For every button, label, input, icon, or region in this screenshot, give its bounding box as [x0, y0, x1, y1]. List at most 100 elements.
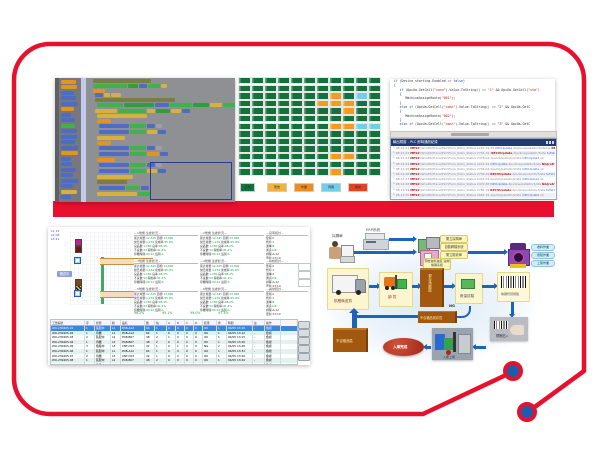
status-cell[interactable]	[355, 138, 368, 145]
status-cell[interactable]	[303, 77, 316, 84]
toolbox-block[interactable]	[61, 102, 78, 106]
toolbox-block[interactable]	[61, 179, 78, 183]
status-cell[interactable]	[329, 138, 342, 145]
status-cell[interactable]	[342, 85, 355, 92]
status-cell[interactable]	[264, 115, 277, 122]
status-cell[interactable]	[316, 153, 329, 160]
status-cell[interactable]	[238, 153, 251, 160]
status-cell[interactable]	[264, 161, 277, 168]
status-cell[interactable]	[316, 107, 329, 114]
status-cell[interactable]	[342, 123, 355, 130]
status-cell[interactable]	[238, 130, 251, 137]
status-cell[interactable]	[251, 145, 264, 152]
status-cell[interactable]	[277, 115, 290, 122]
status-cell[interactable]	[264, 85, 277, 92]
status-cell[interactable]	[251, 107, 264, 114]
status-cell[interactable]	[355, 168, 368, 175]
side-field[interactable]	[298, 271, 311, 279]
toolbox-block[interactable]	[61, 124, 75, 128]
toolbox-block[interactable]	[61, 190, 77, 194]
status-cell[interactable]	[290, 85, 303, 92]
status-cell[interactable]	[342, 138, 355, 145]
status-cell[interactable]	[355, 107, 368, 114]
status-cell[interactable]	[329, 100, 342, 107]
status-cell[interactable]	[355, 77, 368, 84]
status-cell[interactable]	[316, 77, 329, 84]
status-cell[interactable]	[368, 107, 381, 114]
status-cell[interactable]	[251, 153, 264, 160]
toolbox-block[interactable]	[61, 157, 71, 161]
status-cell[interactable]	[277, 168, 290, 175]
status-cell[interactable]	[329, 161, 342, 168]
status-cell[interactable]	[342, 115, 355, 122]
status-cell[interactable]	[368, 115, 381, 122]
status-cell[interactable]	[355, 161, 368, 168]
toolbox-block[interactable]	[61, 96, 76, 100]
status-cell[interactable]	[238, 77, 251, 84]
toolbox-block[interactable]	[61, 195, 71, 199]
status-cell[interactable]	[238, 168, 251, 175]
status-cell[interactable]	[251, 138, 264, 145]
status-cell[interactable]	[329, 115, 342, 122]
status-cell[interactable]	[264, 145, 277, 152]
status-cell[interactable]	[368, 77, 381, 84]
status-cell[interactable]	[342, 77, 355, 84]
status-cell[interactable]	[264, 153, 277, 160]
status-cell[interactable]	[290, 138, 303, 145]
status-cell[interactable]	[303, 123, 316, 130]
status-cell[interactable]	[368, 92, 381, 99]
side-button[interactable]	[298, 345, 310, 353]
side-field[interactable]	[298, 279, 311, 287]
status-cell[interactable]	[303, 168, 316, 175]
toolbox-block[interactable]	[61, 151, 78, 155]
status-cell[interactable]	[342, 153, 355, 160]
status-cell[interactable]	[264, 92, 277, 99]
status-cell[interactable]	[290, 123, 303, 130]
block-row[interactable]	[97, 192, 151, 202]
toolbox-block[interactable]	[61, 85, 77, 89]
status-cell[interactable]	[316, 85, 329, 92]
status-cell[interactable]	[303, 92, 316, 99]
status-cell[interactable]	[277, 138, 290, 145]
status-cell[interactable]	[329, 145, 342, 152]
status-cell[interactable]	[277, 85, 290, 92]
status-cell[interactable]	[316, 145, 329, 152]
status-cell[interactable]	[277, 145, 290, 152]
status-cell[interactable]	[264, 77, 277, 84]
status-cell[interactable]	[329, 85, 342, 92]
status-cell[interactable]	[355, 85, 368, 92]
status-cell[interactable]	[329, 168, 342, 175]
side-button[interactable]	[298, 329, 310, 337]
status-cell[interactable]	[251, 123, 264, 130]
status-cell[interactable]	[368, 145, 381, 152]
toolbox-block[interactable]	[61, 173, 73, 177]
scrollbar-thumb[interactable]	[451, 133, 489, 136]
status-cell[interactable]	[303, 115, 316, 122]
status-cell[interactable]	[342, 100, 355, 107]
status-cell[interactable]	[316, 123, 329, 130]
toolbox-block[interactable]	[61, 129, 77, 133]
status-cell[interactable]	[329, 77, 342, 84]
status-cell[interactable]	[329, 130, 342, 137]
status-cell[interactable]	[290, 107, 303, 114]
status-cell[interactable]	[277, 107, 290, 114]
status-cell[interactable]	[316, 92, 329, 99]
status-cell[interactable]	[251, 115, 264, 122]
status-cell[interactable]	[355, 130, 368, 137]
status-cell[interactable]	[290, 100, 303, 107]
status-cell[interactable]	[355, 145, 368, 152]
status-cell[interactable]	[238, 100, 251, 107]
status-cell[interactable]	[355, 100, 368, 107]
status-cell[interactable]	[316, 100, 329, 107]
status-cell[interactable]	[355, 123, 368, 130]
status-cell[interactable]	[368, 123, 381, 130]
status-cell[interactable]	[277, 92, 290, 99]
status-cell[interactable]	[303, 153, 316, 160]
status-cell[interactable]	[303, 107, 316, 114]
status-cell[interactable]	[238, 107, 251, 114]
status-cell[interactable]	[368, 85, 381, 92]
toolbox-block[interactable]	[61, 162, 72, 166]
status-cell[interactable]	[277, 123, 290, 130]
status-cell[interactable]	[251, 77, 264, 84]
status-cell[interactable]	[329, 107, 342, 114]
